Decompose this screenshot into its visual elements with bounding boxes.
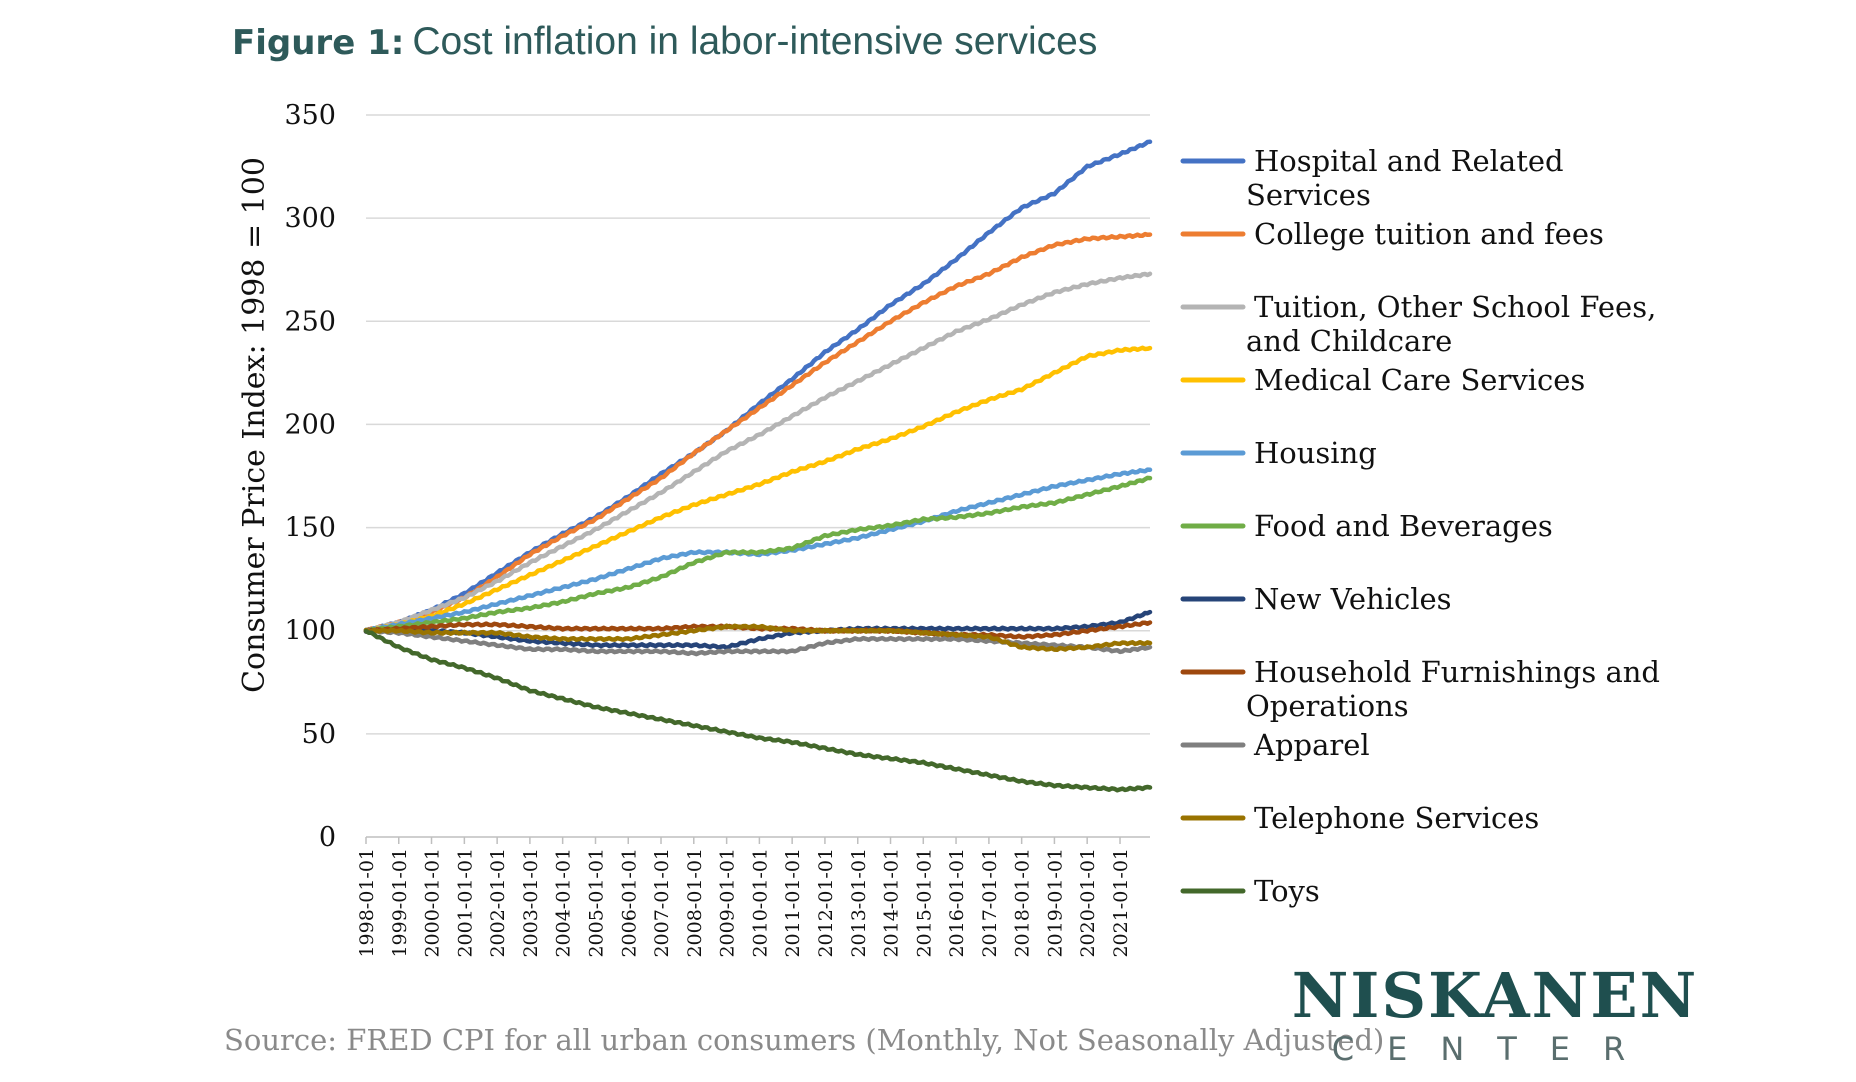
legend-label: New Vehicles bbox=[1254, 582, 1452, 616]
x-tick-label: 2002-01-01 bbox=[487, 848, 509, 958]
series-line bbox=[363, 475, 1153, 634]
x-axis: 1998-01-01 1999-01-01 2000-01-01 2001-01-01… bbox=[356, 836, 1150, 958]
legend-item: Tuition, Other School Fees,and Childcare bbox=[1180, 290, 1656, 358]
legend-item: Apparel bbox=[1180, 728, 1370, 762]
x-tick-label: 2010-01-01 bbox=[749, 848, 771, 958]
x-tick-label: 2012-01-01 bbox=[815, 848, 837, 958]
logo-line1: NISKANEN bbox=[1292, 959, 1699, 1032]
legend-item: New Vehicles bbox=[1180, 582, 1452, 616]
x-tick-label: 2020-01-01 bbox=[1077, 848, 1099, 958]
legend-label: Tuition, Other School Fees, bbox=[1254, 290, 1656, 324]
series-line bbox=[363, 271, 1153, 634]
series-line bbox=[363, 609, 1153, 651]
y-tick-label: 300 bbox=[284, 203, 336, 234]
x-tick-label: 1999-01-01 bbox=[389, 848, 411, 958]
figure-title: Figure 1: Cost inflation in labor-intensi… bbox=[232, 20, 1097, 63]
x-tick-label: 2001-01-01 bbox=[454, 848, 476, 958]
x-tick-label: 2004-01-01 bbox=[553, 848, 575, 958]
legend-label: Services bbox=[1246, 178, 1371, 212]
legend-item: Food and Beverages bbox=[1180, 509, 1553, 543]
niskanen-logo: NISKANEN CENTER bbox=[1292, 959, 1699, 1068]
x-tick-label: 2015-01-01 bbox=[913, 848, 935, 958]
x-tick-label: 2003-01-01 bbox=[520, 848, 542, 958]
series-line bbox=[363, 623, 1153, 653]
x-tick-label: 2005-01-01 bbox=[586, 848, 608, 958]
legend-item: Toys bbox=[1180, 874, 1320, 908]
x-tick-label: 2008-01-01 bbox=[684, 848, 706, 958]
series-line bbox=[363, 345, 1153, 633]
series-line bbox=[363, 139, 1153, 634]
y-axis: 0 50 100 150 200 250 300 350 bbox=[284, 100, 336, 853]
figure-title-text: Cost inflation in labor-intensive servic… bbox=[412, 20, 1097, 63]
x-tick-label: 2006-01-01 bbox=[618, 848, 640, 958]
x-tick-label: 1998-01-01 bbox=[356, 848, 378, 958]
legend-item: Medical Care Services bbox=[1180, 363, 1585, 397]
source-note: Source: FRED CPI for all urban consumers… bbox=[224, 1023, 1384, 1057]
y-tick-label: 200 bbox=[284, 409, 336, 440]
x-tick-label: 2018-01-01 bbox=[1012, 848, 1034, 958]
y-tick-label: 50 bbox=[302, 719, 336, 750]
legend-label: Hospital and Related bbox=[1254, 144, 1564, 178]
legend-label: Toys bbox=[1254, 874, 1320, 908]
series-line bbox=[363, 627, 1153, 657]
logo-line2: CENTER bbox=[1332, 1030, 1659, 1068]
legend-label: and Childcare bbox=[1246, 324, 1452, 358]
series-line bbox=[363, 231, 1153, 634]
legend-label: College tuition and fees bbox=[1254, 217, 1604, 251]
x-tick-label: 2009-01-01 bbox=[717, 848, 739, 958]
legend-label: Food and Beverages bbox=[1254, 509, 1553, 543]
legend-label: Housing bbox=[1254, 436, 1377, 470]
legend-label: Household Furnishings and bbox=[1254, 655, 1660, 689]
series-line bbox=[363, 628, 1153, 793]
y-tick-label: 250 bbox=[284, 306, 336, 337]
x-tick-label: 2000-01-01 bbox=[422, 848, 444, 958]
x-tick-label: 2007-01-01 bbox=[651, 848, 673, 958]
x-tick-label: 2019-01-01 bbox=[1044, 848, 1066, 958]
series-line bbox=[363, 467, 1153, 634]
x-tick-label: 2011-01-01 bbox=[782, 848, 804, 958]
x-tick-label: 2013-01-01 bbox=[848, 848, 870, 958]
legend-item: Telephone Services bbox=[1180, 801, 1539, 835]
legend-label: Apparel bbox=[1253, 728, 1370, 762]
x-tick-label: 2016-01-01 bbox=[946, 848, 968, 958]
legend-item: Housing bbox=[1180, 436, 1377, 470]
x-tick-label: 2014-01-01 bbox=[881, 848, 903, 958]
y-tick-label: 0 bbox=[319, 822, 336, 853]
legend-item: College tuition and fees bbox=[1180, 217, 1604, 251]
legend-label: Telephone Services bbox=[1254, 801, 1539, 835]
legend-label: Operations bbox=[1246, 689, 1409, 723]
y-tick-label: 350 bbox=[284, 100, 336, 131]
y-axis-label: Consumer Price Index: 1998 = 100 bbox=[237, 157, 272, 693]
legend-label: Medical Care Services bbox=[1254, 363, 1585, 397]
figure-label: Figure 1: bbox=[232, 23, 404, 63]
y-tick-label: 150 bbox=[284, 513, 336, 544]
x-tick-label: 2017-01-01 bbox=[979, 848, 1001, 958]
y-tick-label: 100 bbox=[284, 616, 336, 647]
gridlines bbox=[366, 114, 1150, 735]
x-tick-label: 2021-01-01 bbox=[1110, 848, 1132, 958]
series-lines bbox=[363, 139, 1153, 793]
